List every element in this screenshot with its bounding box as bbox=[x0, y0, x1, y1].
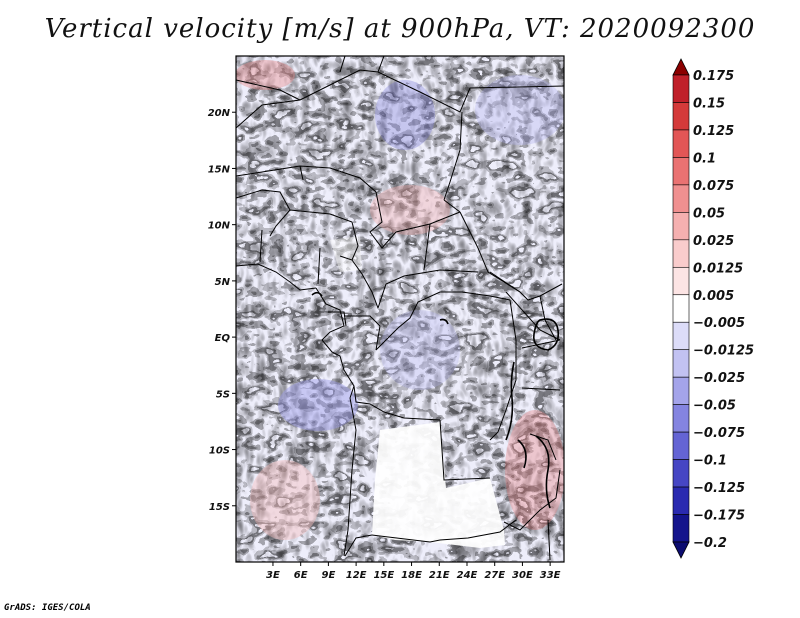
colorbar-swatch bbox=[672, 74, 690, 103]
lon-tick-label: 15E bbox=[373, 570, 394, 581]
colorbar-label: 0.0125 bbox=[693, 261, 743, 276]
colorbar-label: 0.075 bbox=[693, 179, 734, 194]
lat-tick-label: 10S bbox=[209, 446, 230, 457]
colorbar-swatch bbox=[672, 459, 690, 488]
colorbar-label: −0.175 bbox=[693, 509, 745, 524]
colorbar-label: −0.0125 bbox=[693, 344, 754, 359]
colorbar-label: 0.005 bbox=[693, 289, 734, 304]
colorbar-label: −0.05 bbox=[693, 399, 736, 414]
lat-tick-label: 20N bbox=[208, 108, 231, 119]
colorbar-swatch bbox=[672, 212, 690, 241]
colorbar-swatch bbox=[672, 431, 690, 460]
colorbar-label: 0.15 bbox=[693, 96, 725, 111]
colorbar-swatch bbox=[672, 486, 690, 515]
colorbar-label: −0.025 bbox=[693, 371, 745, 386]
colorbar-swatch bbox=[672, 157, 690, 186]
lat-tick-label: 15N bbox=[208, 164, 231, 175]
colorbar-swatch bbox=[672, 184, 690, 213]
map-frame bbox=[235, 55, 565, 563]
chart-title: Vertical velocity [m/s] at 900hPa, VT: 2… bbox=[44, 14, 756, 44]
colorbar-label: −0.075 bbox=[693, 426, 745, 441]
colorbar-label: −0.1 bbox=[693, 454, 727, 469]
colorbar-label: 0.05 bbox=[693, 206, 725, 221]
colorbar-swatch bbox=[672, 102, 690, 131]
lat-tick-label: 15S bbox=[209, 502, 230, 513]
lat-tick-label: 10N bbox=[208, 221, 231, 232]
lon-tick-label: 24E bbox=[457, 570, 478, 581]
lon-tick-label: 6E bbox=[294, 570, 308, 581]
colorbar-swatch bbox=[672, 349, 690, 378]
lon-tick-label: 27E bbox=[484, 570, 505, 581]
lon-tick-label: 33E bbox=[540, 570, 561, 581]
latitude-axis: 20N 15N 10N 5N EQ 5S 10S 15S bbox=[208, 108, 236, 513]
colorbar-bottom-arrow bbox=[672, 541, 690, 559]
colorbar-label: −0.125 bbox=[693, 481, 745, 496]
lon-tick-label: 30E bbox=[512, 570, 533, 581]
colorbar-label: 0.125 bbox=[693, 124, 734, 139]
grads-credit: GrADS: IGES/COLA bbox=[4, 603, 91, 613]
lon-tick-label: 12E bbox=[346, 570, 367, 581]
lat-tick-label: 5N bbox=[215, 277, 231, 288]
colorbar-label: −0.2 bbox=[693, 536, 727, 551]
lon-tick-label: 3E bbox=[266, 570, 280, 581]
colorbar-swatch bbox=[672, 376, 690, 405]
colorbar-swatch bbox=[672, 321, 690, 351]
colorbar: 0.175 0.15 0.125 0.1 0.075 0.05 0.025 0.0125 0.0… bbox=[672, 58, 754, 559]
colorbar-swatch bbox=[672, 404, 690, 433]
lat-tick-label: EQ bbox=[215, 333, 231, 344]
colorbar-label: 0.175 bbox=[693, 69, 734, 84]
lat-tick-label: 5S bbox=[216, 389, 230, 400]
colorbar-label: 0.025 bbox=[693, 234, 734, 249]
colorbar-top-arrow bbox=[672, 58, 690, 76]
country-borders bbox=[236, 56, 564, 561]
colorbar-swatch bbox=[672, 294, 690, 323]
lon-tick-label: 18E bbox=[401, 570, 422, 581]
colorbar-swatch bbox=[672, 129, 690, 158]
colorbar-swatch bbox=[672, 514, 690, 543]
colorbar-label: 0.1 bbox=[693, 151, 716, 166]
lon-tick-label: 21E bbox=[429, 570, 450, 581]
colorbar-swatch bbox=[672, 239, 690, 268]
longitude-axis: 3E 6E 9E 12E 15E 18E 21E 24E 27E 30E 33E bbox=[266, 562, 561, 581]
lon-tick-label: 9E bbox=[321, 570, 335, 581]
lakes bbox=[311, 291, 560, 509]
velocity-field bbox=[236, 56, 564, 562]
colorbar-swatch bbox=[672, 266, 690, 296]
colorbar-label: −0.005 bbox=[693, 316, 745, 331]
